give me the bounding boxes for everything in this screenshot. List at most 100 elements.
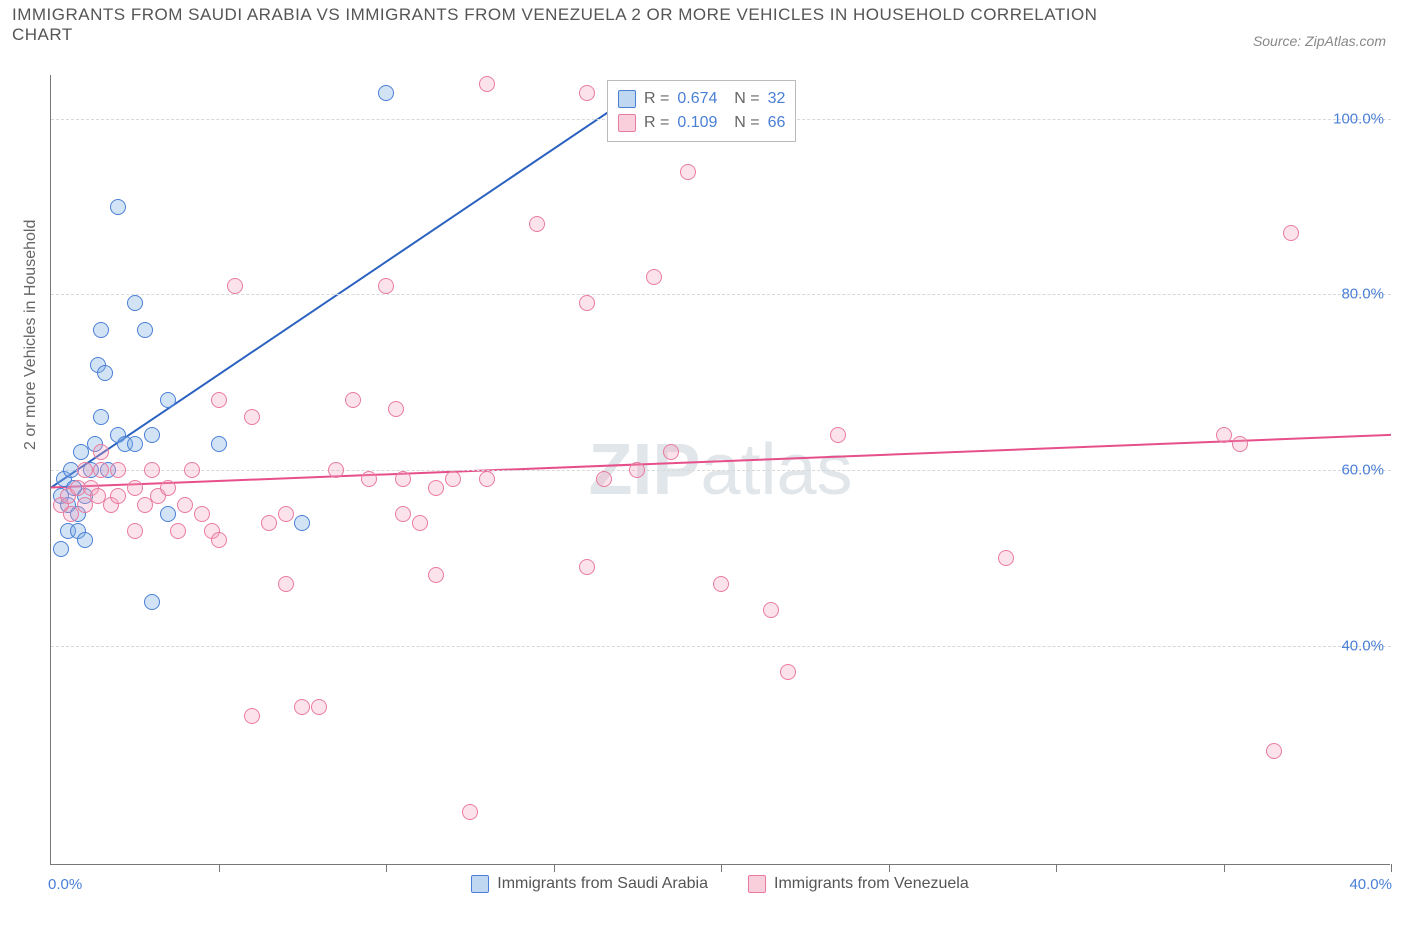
data-point bbox=[1283, 225, 1299, 241]
data-point bbox=[412, 515, 428, 531]
legend-label-1: Immigrants from Saudi Arabia bbox=[497, 875, 708, 893]
data-point bbox=[1216, 427, 1232, 443]
data-point bbox=[160, 506, 176, 522]
n-value-1: 32 bbox=[768, 87, 786, 111]
data-point bbox=[127, 295, 143, 311]
data-point bbox=[361, 471, 377, 487]
data-point bbox=[160, 480, 176, 496]
data-point bbox=[388, 401, 404, 417]
data-point bbox=[194, 506, 210, 522]
data-point bbox=[127, 436, 143, 452]
x-tick bbox=[1224, 864, 1225, 872]
swatch-pink-icon bbox=[618, 114, 636, 132]
chart-area: ZIPatlas 40.0%60.0%80.0%100.0% R = 0.674… bbox=[50, 75, 1390, 865]
y-tick-label: 100.0% bbox=[1333, 110, 1384, 127]
data-point bbox=[127, 480, 143, 496]
data-point bbox=[93, 409, 109, 425]
data-point bbox=[579, 295, 595, 311]
trend-line bbox=[51, 435, 1391, 488]
trend-line bbox=[51, 93, 637, 488]
data-point bbox=[680, 164, 696, 180]
data-point bbox=[227, 278, 243, 294]
data-point bbox=[93, 462, 109, 478]
data-point bbox=[177, 497, 193, 513]
data-point bbox=[160, 392, 176, 408]
y-tick-label: 80.0% bbox=[1341, 286, 1384, 303]
data-point bbox=[278, 506, 294, 522]
data-point bbox=[579, 85, 595, 101]
data-point bbox=[244, 708, 260, 724]
gridline bbox=[51, 294, 1391, 295]
data-point bbox=[311, 699, 327, 715]
x-tick bbox=[1056, 864, 1057, 872]
x-tick bbox=[889, 864, 890, 872]
data-point bbox=[830, 427, 846, 443]
data-point bbox=[137, 322, 153, 338]
data-point bbox=[110, 488, 126, 504]
data-point bbox=[127, 523, 143, 539]
data-point bbox=[529, 216, 545, 232]
data-point bbox=[110, 199, 126, 215]
x-tick bbox=[1391, 864, 1392, 872]
y-tick-label: 60.0% bbox=[1341, 462, 1384, 479]
data-point bbox=[763, 602, 779, 618]
bottom-legend: Immigrants from Saudi Arabia Immigrants … bbox=[50, 875, 1390, 893]
data-point bbox=[998, 550, 1014, 566]
gridline bbox=[51, 470, 1391, 471]
data-point bbox=[170, 523, 186, 539]
chart-title: IMMIGRANTS FROM SAUDI ARABIA VS IMMIGRAN… bbox=[12, 5, 1112, 45]
data-point bbox=[479, 76, 495, 92]
data-point bbox=[378, 278, 394, 294]
data-point bbox=[93, 444, 109, 460]
data-point bbox=[97, 365, 113, 381]
data-point bbox=[53, 541, 69, 557]
stats-legend-box: R = 0.674 N = 32 R = 0.109 N = 66 bbox=[607, 80, 796, 142]
n-value-2: 66 bbox=[768, 111, 786, 135]
stats-row-1: R = 0.674 N = 32 bbox=[618, 87, 785, 111]
data-point bbox=[345, 392, 361, 408]
y-axis-title: 2 or more Vehicles in Household bbox=[22, 220, 40, 450]
data-point bbox=[479, 471, 495, 487]
legend-label-2: Immigrants from Venezuela bbox=[774, 875, 969, 893]
data-point bbox=[211, 532, 227, 548]
source-citation: Source: ZipAtlas.com bbox=[1253, 33, 1386, 49]
data-point bbox=[1266, 743, 1282, 759]
data-point bbox=[294, 515, 310, 531]
data-point bbox=[646, 269, 662, 285]
x-tick bbox=[386, 864, 387, 872]
data-point bbox=[428, 567, 444, 583]
data-point bbox=[579, 559, 595, 575]
data-point bbox=[780, 664, 796, 680]
x-tick bbox=[721, 864, 722, 872]
data-point bbox=[211, 436, 227, 452]
data-point bbox=[596, 471, 612, 487]
r-value-1: 0.674 bbox=[677, 87, 717, 111]
y-tick-label: 40.0% bbox=[1341, 637, 1384, 654]
data-point bbox=[211, 392, 227, 408]
legend-swatch-blue-icon bbox=[471, 875, 489, 893]
data-point bbox=[294, 699, 310, 715]
gridline bbox=[51, 646, 1391, 647]
data-point bbox=[462, 804, 478, 820]
x-tick bbox=[219, 864, 220, 872]
data-point bbox=[428, 480, 444, 496]
data-point bbox=[328, 462, 344, 478]
data-point bbox=[663, 444, 679, 460]
r-value-2: 0.109 bbox=[677, 111, 717, 135]
data-point bbox=[77, 462, 93, 478]
plot-area: ZIPatlas 40.0%60.0%80.0%100.0% bbox=[50, 75, 1390, 865]
data-point bbox=[144, 427, 160, 443]
data-point bbox=[144, 462, 160, 478]
legend-item-2: Immigrants from Venezuela bbox=[748, 875, 969, 893]
data-point bbox=[77, 532, 93, 548]
data-point bbox=[144, 594, 160, 610]
data-point bbox=[93, 322, 109, 338]
data-point bbox=[110, 462, 126, 478]
legend-swatch-pink-icon bbox=[748, 875, 766, 893]
data-point bbox=[395, 506, 411, 522]
data-point bbox=[378, 85, 394, 101]
legend-item-1: Immigrants from Saudi Arabia bbox=[471, 875, 708, 893]
data-point bbox=[244, 409, 260, 425]
data-point bbox=[278, 576, 294, 592]
data-point bbox=[395, 471, 411, 487]
